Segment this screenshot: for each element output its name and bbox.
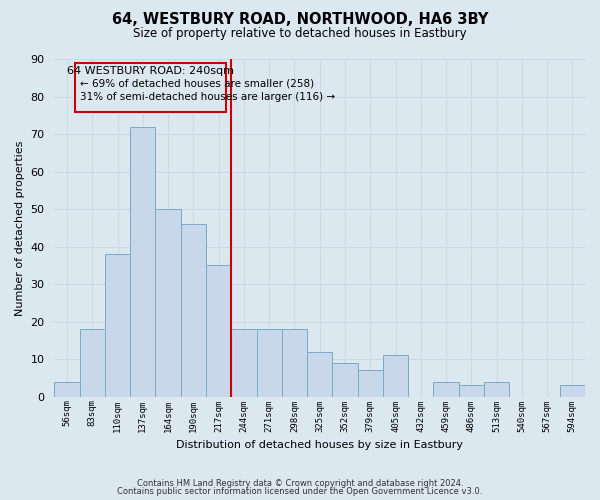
- Text: Contains public sector information licensed under the Open Government Licence v3: Contains public sector information licen…: [118, 487, 482, 496]
- Text: Size of property relative to detached houses in Eastbury: Size of property relative to detached ho…: [133, 28, 467, 40]
- Bar: [55, 382, 80, 396]
- Bar: [484, 382, 509, 396]
- Bar: [257, 329, 282, 396]
- FancyBboxPatch shape: [74, 63, 226, 112]
- Bar: [231, 329, 257, 396]
- Bar: [155, 209, 181, 396]
- Text: 64 WESTBURY ROAD: 240sqm: 64 WESTBURY ROAD: 240sqm: [67, 66, 234, 76]
- Bar: [206, 266, 231, 396]
- Y-axis label: Number of detached properties: Number of detached properties: [15, 140, 25, 316]
- X-axis label: Distribution of detached houses by size in Eastbury: Distribution of detached houses by size …: [176, 440, 463, 450]
- Text: 31% of semi-detached houses are larger (116) →: 31% of semi-detached houses are larger (…: [80, 92, 335, 102]
- Bar: [560, 386, 585, 396]
- Bar: [307, 352, 332, 397]
- Text: 64, WESTBURY ROAD, NORTHWOOD, HA6 3BY: 64, WESTBURY ROAD, NORTHWOOD, HA6 3BY: [112, 12, 488, 28]
- Text: ← 69% of detached houses are smaller (258): ← 69% of detached houses are smaller (25…: [80, 78, 314, 88]
- Bar: [458, 386, 484, 396]
- Bar: [433, 382, 458, 396]
- Bar: [80, 329, 105, 396]
- Bar: [282, 329, 307, 396]
- Bar: [130, 126, 155, 396]
- Text: Contains HM Land Registry data © Crown copyright and database right 2024.: Contains HM Land Registry data © Crown c…: [137, 478, 463, 488]
- Bar: [358, 370, 383, 396]
- Bar: [181, 224, 206, 396]
- Bar: [383, 356, 408, 397]
- Bar: [105, 254, 130, 396]
- Bar: [332, 363, 358, 396]
